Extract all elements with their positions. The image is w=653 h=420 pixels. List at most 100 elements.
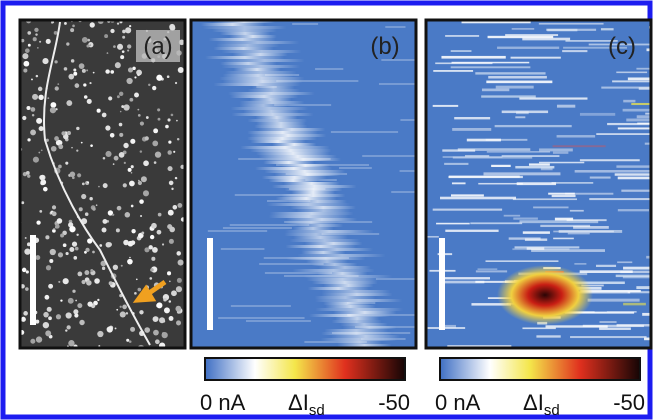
particle [69, 225, 76, 233]
particle [120, 264, 123, 267]
streak [243, 110, 300, 113]
noise [516, 182, 557, 186]
particle [167, 150, 172, 155]
streak [227, 92, 315, 95]
particle [152, 316, 159, 323]
streak [333, 311, 397, 314]
particle [119, 132, 124, 137]
particle [168, 140, 172, 144]
streak [263, 161, 315, 164]
noise [494, 124, 572, 128]
particle [141, 231, 145, 235]
streak [255, 116, 298, 119]
particle [77, 173, 82, 178]
particle [56, 218, 63, 224]
particle [66, 100, 73, 106]
particle [163, 307, 170, 314]
streak [307, 287, 370, 290]
particle [50, 102, 57, 108]
particle [57, 83, 60, 85]
streak [258, 155, 337, 158]
particle [102, 218, 108, 224]
noise [567, 281, 625, 285]
particle [54, 86, 59, 91]
streak [254, 125, 308, 128]
particle [119, 305, 122, 308]
noise [573, 225, 609, 229]
particle [106, 326, 113, 333]
noise [551, 194, 576, 198]
noise [616, 324, 651, 327]
noise [207, 230, 268, 232]
particle [176, 277, 182, 283]
noise [545, 325, 608, 328]
noise [552, 151, 569, 154]
streak [330, 335, 401, 338]
noise [562, 50, 588, 53]
quantity: ΔI [523, 390, 544, 415]
particle [70, 59, 75, 63]
particle [25, 48, 30, 53]
noise [274, 104, 332, 106]
particle [77, 271, 83, 277]
noise [579, 270, 633, 273]
streak [250, 140, 306, 143]
noise [547, 28, 578, 32]
noise [238, 158, 331, 160]
noise [558, 229, 623, 233]
streak [251, 86, 295, 89]
colorbar-min: 0 nA [435, 390, 481, 415]
particle [81, 182, 85, 186]
noise [321, 233, 380, 235]
particle [23, 68, 28, 73]
particle [32, 156, 39, 163]
particle [22, 53, 29, 60]
noise [570, 336, 647, 339]
streak [324, 329, 389, 332]
streak [292, 269, 375, 272]
particle [78, 63, 85, 69]
particle [47, 97, 50, 100]
streak [239, 101, 305, 104]
particle [45, 235, 50, 240]
particle [49, 258, 54, 264]
panel-label: (c) [608, 33, 636, 60]
noise [330, 131, 399, 133]
particle [117, 43, 124, 50]
streak [284, 188, 343, 191]
particle [57, 252, 64, 258]
particle [87, 181, 89, 184]
noise [491, 164, 511, 168]
particle [37, 47, 39, 49]
noise [486, 151, 551, 153]
particle [126, 338, 130, 342]
particle [52, 21, 55, 23]
particle [177, 202, 183, 208]
noise [488, 75, 547, 79]
noise [289, 188, 326, 190]
particle [71, 241, 78, 247]
particle [74, 83, 80, 88]
noise [304, 341, 367, 343]
particle [104, 34, 109, 39]
particle [148, 83, 151, 87]
noise [481, 95, 536, 98]
noise [567, 232, 590, 235]
particle [112, 264, 119, 270]
particle [178, 39, 185, 46]
particle [148, 245, 153, 250]
particle [118, 91, 124, 96]
noise [513, 217, 538, 220]
noise [284, 221, 373, 223]
particle [171, 187, 174, 191]
particle [26, 106, 31, 111]
particle [119, 294, 123, 298]
noise [481, 88, 510, 92]
streak [297, 254, 386, 257]
noise [444, 162, 469, 165]
particle [53, 30, 58, 35]
streak [289, 239, 361, 242]
particle [111, 213, 115, 217]
particle [21, 201, 25, 205]
noise [617, 176, 651, 180]
